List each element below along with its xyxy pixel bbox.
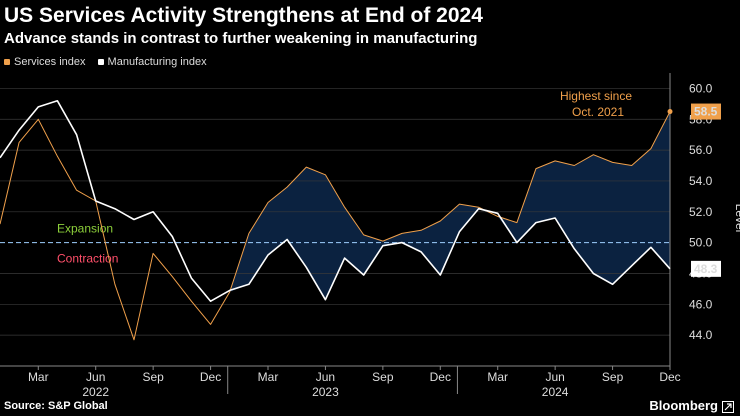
- chart-subtitle: Advance stands in contrast to further we…: [4, 30, 478, 47]
- manufacturing-end-badge: [691, 260, 721, 277]
- y-axis-title: Level: [733, 204, 740, 233]
- services-end-marker: [667, 109, 673, 115]
- services-end-value: 58.5: [694, 105, 718, 119]
- year-label: 2023: [312, 385, 339, 399]
- arrow-icon: [722, 401, 734, 413]
- legend-item-manufacturing: Manufacturing index: [97, 56, 207, 68]
- y-tick-label: 60.0: [689, 81, 713, 95]
- y-tick-label: 44.0: [689, 328, 713, 342]
- legend: Services index Manufacturing index: [4, 56, 207, 68]
- x-tick-label: Jun: [86, 370, 105, 384]
- x-tick-label: Mar: [258, 370, 279, 384]
- legend-label-services: Services index: [14, 56, 86, 68]
- legend-swatch-manufacturing: [97, 59, 104, 65]
- x-tick-label: Jun: [316, 370, 335, 384]
- y-tick-label: 56.0: [689, 143, 713, 157]
- manufacturing-line: [0, 100, 671, 302]
- y-tick-label: 52.0: [689, 205, 713, 219]
- services-end-badge: [691, 103, 721, 120]
- x-tick-label: Mar: [487, 370, 508, 384]
- legend-swatch-services: [4, 59, 10, 65]
- annotation-line2: Oct. 2021: [572, 105, 624, 119]
- year-label: 2024: [542, 385, 569, 399]
- x-tick-label: Sep: [142, 370, 164, 384]
- x-tick-label: Jun: [545, 370, 564, 384]
- year-label: 2022: [82, 385, 109, 399]
- annotation-line1: Highest since: [560, 89, 632, 103]
- legend-item-services: Services index: [4, 56, 86, 68]
- services-line: [0, 111, 671, 341]
- services-above-band: [0, 111, 670, 340]
- bloomberg-logo: Bloomberg: [649, 398, 718, 413]
- x-tick-label: Dec: [659, 370, 680, 384]
- x-tick-label: Sep: [372, 370, 394, 384]
- x-tick-label: Dec: [200, 370, 221, 384]
- manufacturing-area: [0, 100, 670, 367]
- legend-label-manufacturing: Manufacturing index: [107, 56, 207, 68]
- x-tick-label: Dec: [430, 370, 451, 384]
- x-tick-label: Mar: [28, 370, 49, 384]
- source-note: Source: S&P Global: [4, 400, 108, 412]
- manufacturing-end-value: 48.3: [694, 262, 718, 276]
- chart-title: US Services Activity Strengthens at End …: [4, 4, 483, 27]
- y-tick-label: 54.0: [689, 174, 713, 188]
- x-tick-label: Sep: [602, 370, 624, 384]
- y-tick-label: 46.0: [689, 297, 713, 311]
- contraction-label: Contraction: [57, 252, 118, 266]
- expansion-label: Expansion: [57, 222, 113, 236]
- y-tick-label: 50.0: [689, 236, 713, 250]
